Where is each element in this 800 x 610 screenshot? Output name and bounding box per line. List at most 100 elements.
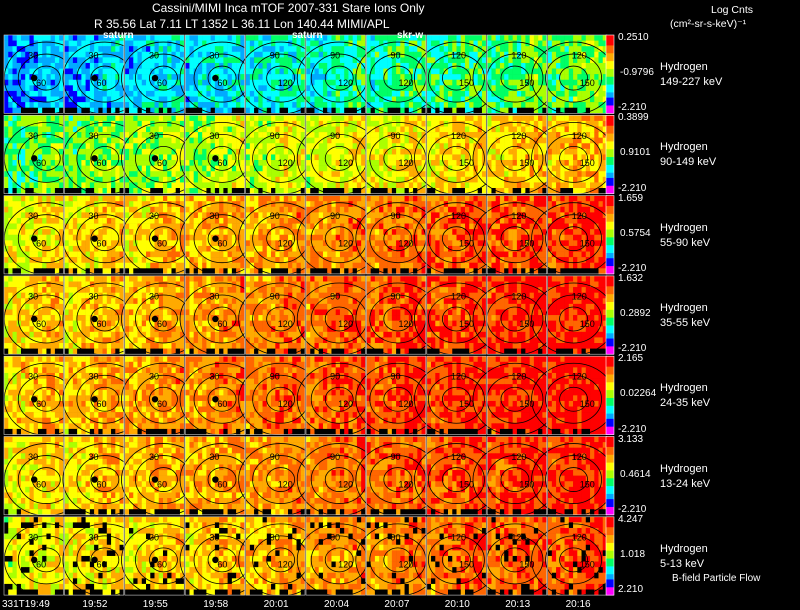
contour-line — [559, 386, 588, 412]
colorbar-segment — [606, 102, 614, 106]
colorbar-segment — [606, 574, 614, 578]
colorbar-max-label: 4.247 — [618, 513, 644, 525]
panel-r1-c8: 120 150 — [472, 115, 558, 195]
colorbar-segment — [606, 53, 614, 57]
colorbar-segment — [606, 516, 614, 520]
colorbar-segment — [606, 268, 614, 272]
colorbar-segment — [606, 405, 614, 409]
colorbar-segment — [606, 237, 614, 241]
colorbar-segment — [606, 527, 614, 531]
colorbar-segment — [606, 524, 614, 528]
colorbar-segment — [606, 429, 614, 433]
contour-line — [207, 386, 237, 412]
colorbar-frame — [605, 34, 615, 114]
colorbar-segment — [606, 317, 614, 321]
colorbar-segment — [606, 454, 614, 458]
colorbar-segment — [606, 232, 614, 236]
contour-label: 90 — [391, 532, 401, 542]
colorbar-segment — [606, 491, 614, 495]
contour-label: 90 — [270, 50, 280, 60]
panel-border — [245, 195, 306, 275]
contour-line — [90, 547, 120, 573]
panel-border — [124, 34, 185, 114]
contour-label: 120 — [278, 238, 293, 248]
panel-border — [305, 275, 366, 355]
contour-line — [383, 386, 413, 412]
time-tick-label: 20:10 — [444, 599, 470, 610]
colorbar-segment — [606, 216, 614, 220]
panel-r2-c6: 90 120 — [355, 195, 441, 276]
saturn-marker — [31, 315, 38, 323]
colorbar-segment — [606, 553, 614, 557]
row-species-label: Hydrogen — [660, 542, 708, 555]
colorbar-segment — [606, 351, 614, 355]
colorbar-segment — [606, 452, 614, 456]
contour-label: 30 — [89, 291, 99, 301]
contour-label: 30 — [209, 50, 219, 60]
colorbar-segment — [606, 309, 614, 313]
colorbar-segment — [606, 304, 614, 308]
contour-line — [545, 294, 602, 344]
colorbar-segment — [606, 444, 614, 448]
contour-label: 60 — [157, 319, 167, 329]
colorbar-segment — [606, 206, 614, 210]
contour-line — [545, 455, 602, 504]
saturn-marker — [212, 396, 219, 403]
colorbar-segment — [606, 364, 614, 368]
contour-label: 120 — [451, 131, 466, 141]
colorbar-segment — [606, 483, 614, 487]
contour-label: 90 — [391, 291, 401, 301]
colorbar-segment — [606, 37, 614, 41]
colorbar-segment — [606, 242, 614, 246]
panel-border — [124, 275, 185, 355]
contour-line — [266, 226, 296, 252]
contour-label: 60 — [97, 479, 107, 489]
colorbar-segment — [606, 506, 614, 511]
panel-border — [305, 115, 366, 194]
row-energy-label: 5-13 keV — [660, 557, 705, 570]
colorbar-segment — [606, 136, 614, 140]
contour-label: 150 — [580, 560, 595, 570]
panel-border — [486, 355, 547, 435]
colorbar-segment — [606, 266, 614, 270]
panel-r5-c4: 90 120 — [238, 436, 324, 516]
contour-label: 120 — [572, 532, 587, 542]
contour-label: 120 — [399, 238, 414, 248]
saturn-marker — [31, 74, 38, 82]
row-energy-label: 90-149 keV — [660, 156, 717, 169]
contour-label: 120 — [451, 452, 466, 462]
colorbar-max-label: 2.165 — [618, 353, 644, 365]
panel-r0-c2: 30 60 — [121, 34, 206, 115]
colorbar-segment — [606, 501, 614, 505]
row-species-label: Hydrogen — [660, 221, 708, 234]
colorbar-segment — [606, 374, 614, 378]
contour-label: 120 — [451, 211, 466, 221]
colorbar-segment — [606, 566, 614, 570]
saturn-marker — [31, 396, 38, 403]
colorbar-segment — [606, 162, 614, 166]
contour-line — [500, 65, 530, 91]
colorbar-segment — [606, 286, 614, 290]
row-species-label: Hydrogen — [660, 462, 708, 475]
panel-border — [245, 115, 306, 194]
contour-label: 120 — [511, 532, 526, 542]
contour-label: 150 — [580, 479, 595, 489]
panel-border — [486, 195, 547, 275]
panel-r1-c6: 90 120 — [355, 115, 441, 195]
contour-line — [90, 306, 120, 332]
panel-r4-c6: 90 120 — [355, 355, 441, 436]
saturn-marker — [212, 74, 219, 82]
colorbar-segment — [606, 555, 614, 560]
colorbar-segment — [606, 175, 614, 179]
contour-line — [427, 53, 485, 103]
colorbar-segment — [606, 512, 614, 516]
saturn-marker — [151, 315, 159, 323]
panel-r5-c7: 120 150 — [413, 436, 499, 516]
contour-label: 30 — [28, 291, 38, 301]
contour-label: 30 — [209, 532, 219, 542]
colorbar-segment — [606, 379, 614, 383]
contour-line — [441, 386, 471, 412]
contour-label: 60 — [97, 319, 107, 329]
colorbar-frame — [605, 436, 615, 516]
colorbar-segment — [606, 288, 614, 293]
